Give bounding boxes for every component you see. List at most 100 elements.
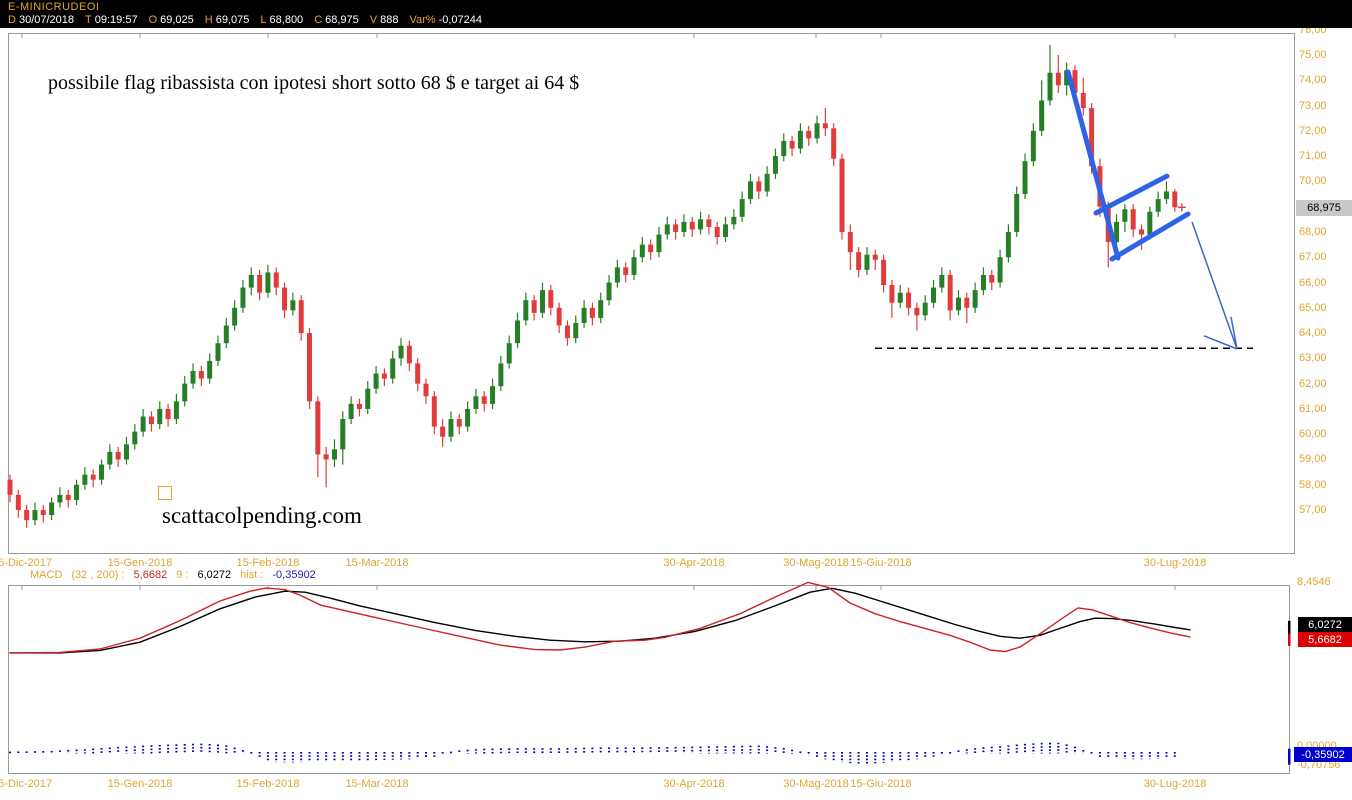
candle-body (789, 140, 795, 149)
candle-body (431, 396, 437, 427)
candle-body (390, 358, 396, 379)
candle-body (315, 401, 321, 455)
candle-body (723, 224, 729, 238)
price-axis-tick-label: 63,00 (1299, 352, 1327, 365)
flag-upper-line (1093, 173, 1170, 216)
candle-body (173, 401, 179, 420)
candle-body (1147, 211, 1153, 235)
candle-body (814, 123, 820, 139)
price-axis-tick-label: 67,00 (1299, 251, 1327, 264)
macd-header-token: (32 , 200) : (71, 569, 125, 581)
candle-body (906, 292, 912, 308)
quote-line: D 30/07/2018 T 09:19:57 O 69,025 H 69,075 L 68,80… (8, 14, 493, 26)
quote-field-value: 69,025 (160, 14, 194, 26)
candle-body (1139, 229, 1145, 235)
candle-body (290, 300, 296, 311)
candle-body (548, 290, 554, 308)
price-axis-tick-label: 74,00 (1299, 74, 1327, 87)
quote-field-label: L (260, 14, 267, 26)
candle-body (714, 226, 720, 238)
date-axis-top-label: 30-Apr-2018 (663, 557, 725, 569)
date-axis-top-label: 15-Dic-2017 (0, 557, 52, 569)
price-axis-tick-label: 68,00 (1299, 225, 1327, 238)
date-axis-bottom-label: 30-Mag-2018 (783, 778, 849, 790)
candle-body (190, 371, 196, 384)
candle-body (232, 307, 238, 326)
candle-body (40, 510, 46, 516)
candle-body (265, 272, 271, 293)
candle-body (847, 231, 853, 253)
candle-body (307, 333, 313, 402)
date-axis-bottom-label: 15-Feb-2018 (236, 778, 300, 790)
candle-body (490, 386, 496, 404)
price-axis-tick-label: 66,00 (1299, 276, 1327, 289)
candle-body (581, 307, 587, 323)
candle-body (856, 252, 862, 270)
symbol-title: E-MINICRUDEOI (8, 1, 100, 13)
quote-field-label: V (369, 14, 378, 26)
candle-body (240, 287, 246, 308)
date-axis-bottom-label: 15-Mar-2018 (345, 778, 409, 790)
macd-signal-value-badge: 6,0272 (1298, 617, 1352, 632)
candle-body (822, 123, 828, 129)
candle-body (1072, 70, 1078, 93)
candle-body (681, 221, 687, 232)
candle-body (573, 322, 579, 339)
quote-field-value: 68,800 (269, 14, 304, 26)
candle-body (381, 373, 387, 379)
candle-body (257, 274, 263, 293)
candle-body (797, 130, 803, 149)
candle-body (772, 156, 778, 174)
date-axis-bottom-label: 15-Giu-2018 (850, 778, 912, 790)
candle-body (32, 510, 38, 521)
last-price-badge: 68,975 (1296, 200, 1352, 216)
price-axis-tick-label: 58,00 (1299, 478, 1327, 491)
price-axis-tick-label: 60,00 (1299, 428, 1327, 441)
candle-body (498, 363, 504, 387)
candle-body (939, 274, 945, 288)
macd-axis-min-label: -0,70756 (1297, 759, 1341, 771)
candle-body (564, 325, 570, 339)
candle-body (673, 224, 679, 232)
macd-axis-tick (1288, 633, 1291, 646)
price-axis-tick-label: 73,00 (1299, 99, 1327, 112)
candle-body (123, 444, 129, 460)
candle-body (456, 419, 462, 427)
date-axis-top-label: 15-Feb-2018 (236, 557, 300, 569)
projection-arrowhead-icon (1230, 316, 1238, 350)
candle-body (65, 494, 71, 500)
candle-body (972, 290, 978, 308)
macd-header-token: 9 : (176, 569, 189, 581)
macd-header-token: hist : (240, 569, 264, 581)
macd-hist-value-badge: -0,35902 (1294, 747, 1352, 762)
candle-body (481, 396, 487, 404)
candle-body (99, 464, 105, 480)
macd-axis-max-label: 8,4546 (1297, 576, 1331, 588)
macd-header-token: -0,35902 (272, 569, 316, 581)
candle-body (556, 307, 562, 326)
candle-body (1172, 191, 1178, 208)
candle-body (839, 158, 845, 232)
candle-body (107, 451, 113, 465)
candle-body (448, 419, 454, 437)
macd-line (9, 581, 1191, 654)
macd-value-badge: 5,6682 (1298, 632, 1352, 647)
candle-body (623, 267, 629, 275)
candle-body (989, 274, 995, 283)
candle-body (1130, 209, 1136, 230)
candle-body (440, 426, 446, 437)
candle-body (348, 403, 354, 420)
candle-body (323, 454, 329, 460)
candle-body (473, 396, 479, 409)
quote-field-label: H (204, 14, 213, 26)
watermark-text: scattacolpending.com (162, 503, 362, 528)
hist-axis-tick (1288, 748, 1291, 765)
quote-field-value: 30/07/2018 (18, 14, 75, 26)
price-axis-tick-label: 62,00 (1299, 377, 1327, 390)
candle-body (1039, 100, 1045, 131)
candle-body (1064, 70, 1070, 86)
price-axis-tick-label: 61,00 (1299, 402, 1327, 415)
quote-field-label: D (8, 14, 16, 26)
candle-body (656, 234, 662, 253)
